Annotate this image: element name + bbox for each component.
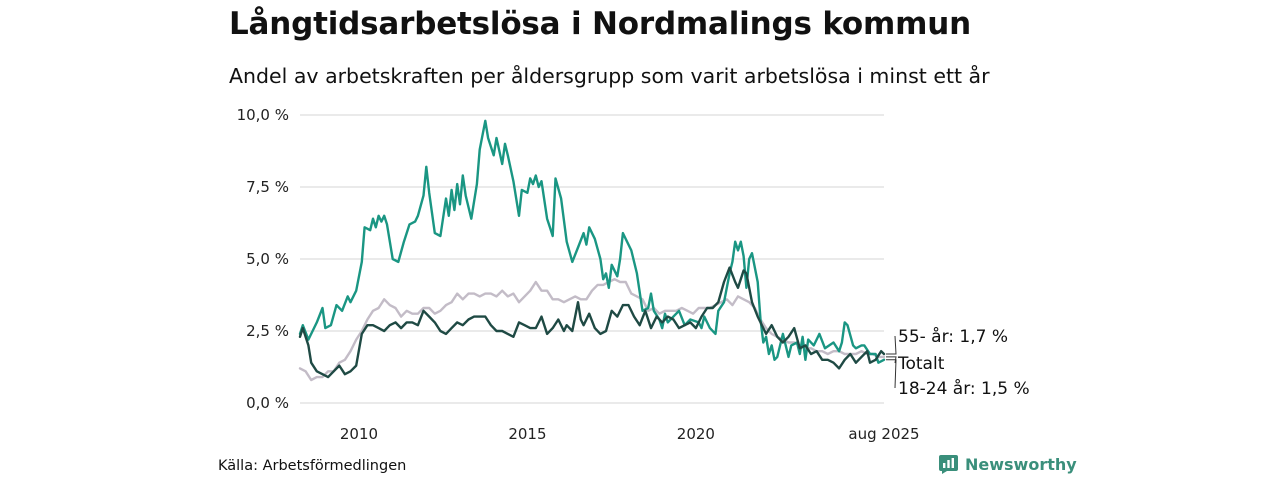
newsworthy-logo-icon — [939, 455, 958, 474]
x-tick-label: 2010 — [340, 425, 378, 443]
series-line-total — [298, 278, 886, 382]
y-tick-label: 10,0 % — [237, 106, 289, 124]
label-leader-line — [886, 335, 897, 355]
y-tick-label: 7,5 % — [246, 178, 289, 196]
series-line-18-24 — [298, 119, 886, 364]
y-tick-label: 0,0 % — [246, 394, 289, 412]
series-lines — [298, 119, 886, 382]
series-line-55 — [298, 266, 886, 379]
brand[interactable]: Newsworthy — [939, 455, 1077, 474]
series-end-labels: 55- år: 1,7 % Totalt 18-24 år: 1,5 % — [886, 326, 1030, 399]
x-tick-label: 2020 — [677, 425, 715, 443]
y-axis-tick-labels: 0,0 % 2,5 % 5,0 % 7,5 % 10,0 % — [237, 106, 289, 412]
series-end-label: 18-24 år: 1,5 % — [898, 378, 1030, 399]
brand-name: Newsworthy — [965, 455, 1077, 474]
chart-title: Långtidsarbetslösa i Nordmalings kommun — [229, 6, 971, 42]
y-tick-label: 5,0 % — [246, 250, 289, 268]
series-end-label: 55- år: 1,7 % — [898, 326, 1008, 347]
grid-lines — [300, 114, 884, 404]
label-leader-line — [886, 356, 897, 364]
series-end-label: Totalt — [897, 354, 945, 374]
label-leader-line — [886, 359, 897, 389]
x-tick-label: aug 2025 — [848, 425, 919, 443]
chart-subtitle: Andel av arbetskraften per åldersgrupp s… — [229, 64, 990, 88]
x-axis-tick-labels: 2010 2015 2020 aug 2025 — [340, 425, 920, 443]
y-tick-label: 2,5 % — [246, 322, 289, 340]
x-tick-label: 2015 — [508, 425, 546, 443]
source-note: Källa: Arbetsförmedlingen — [218, 458, 407, 474]
